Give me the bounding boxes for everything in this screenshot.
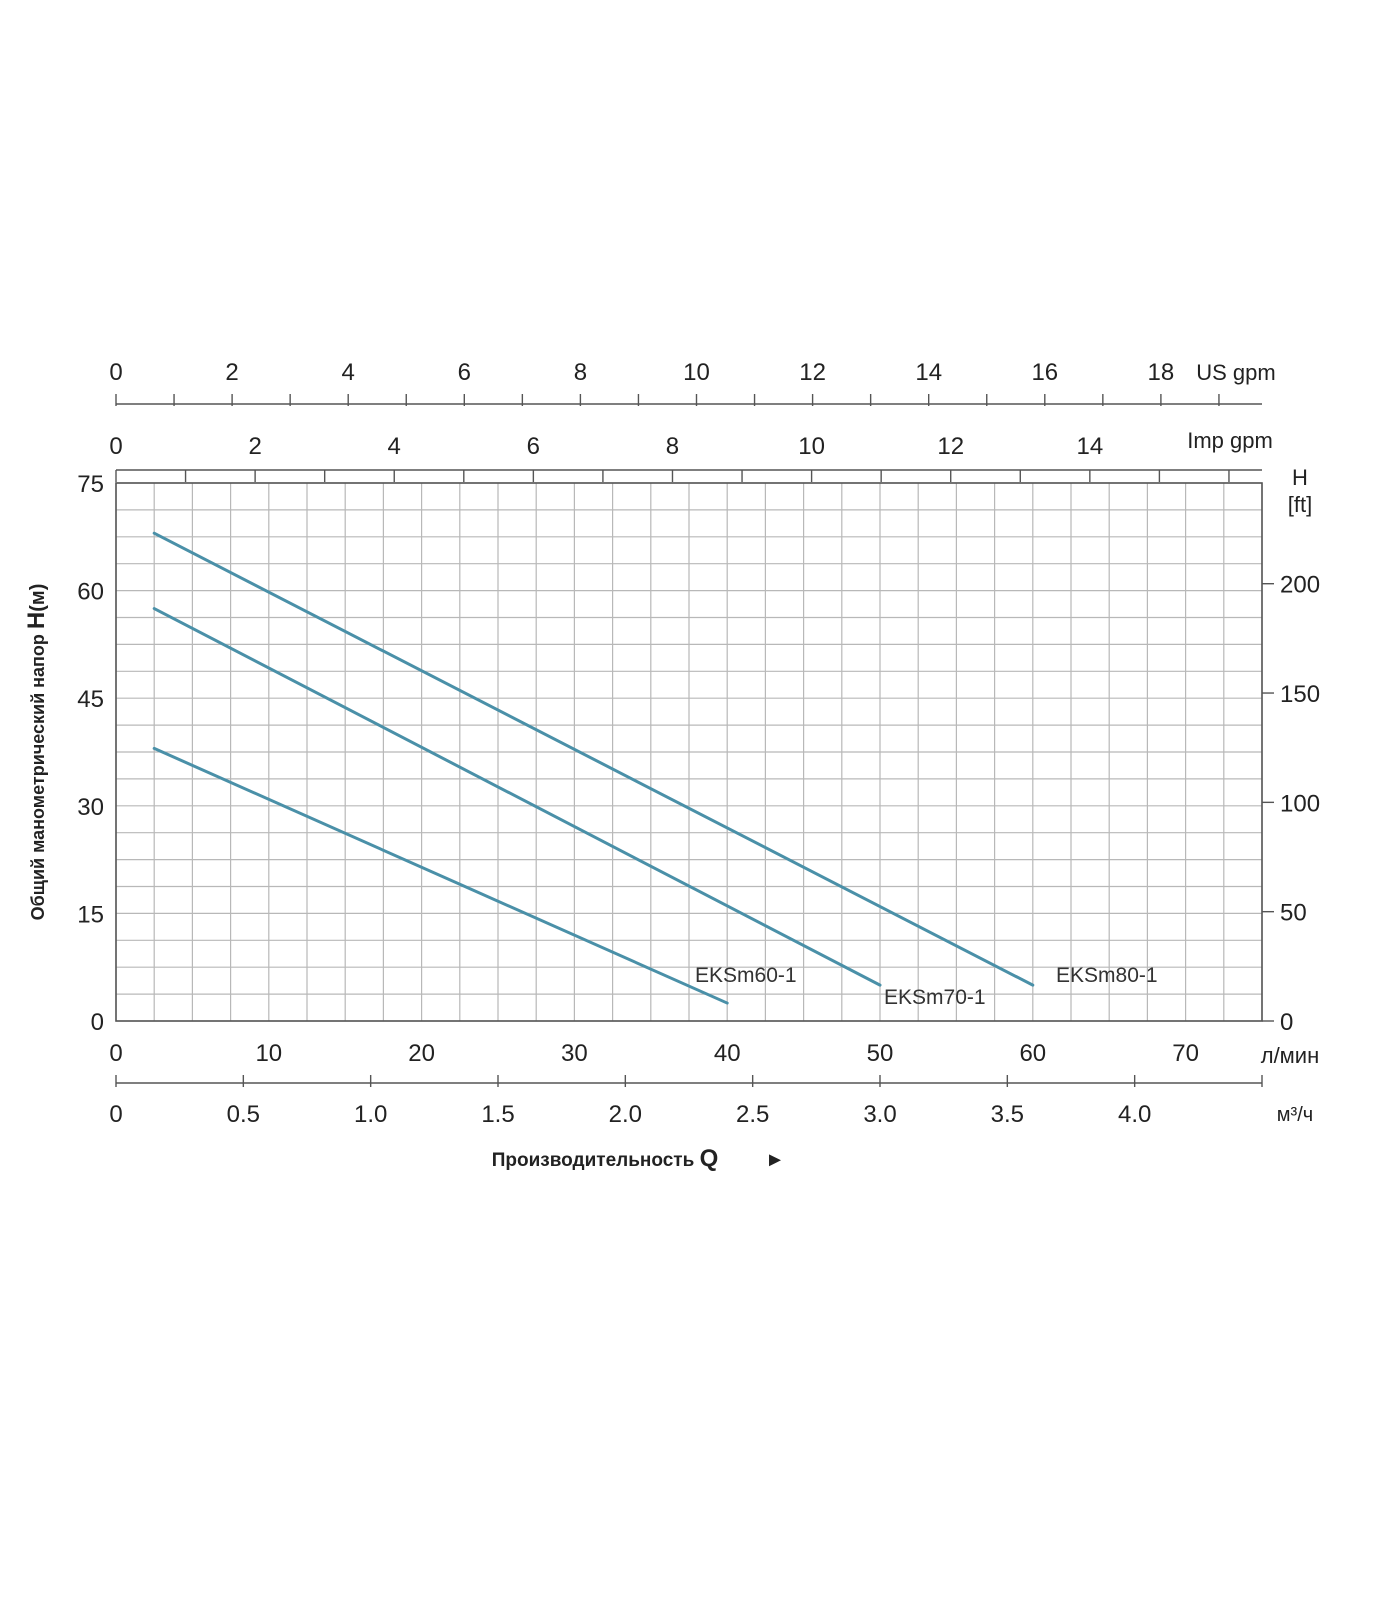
x-top1-tick-label: 18 (1148, 359, 1175, 386)
x-top2-tick-label: 14 (1076, 433, 1103, 460)
y-right-tick-label: 50 (1280, 900, 1307, 927)
x-top1-tick-label: 4 (342, 359, 355, 386)
y-left-tick-label: 60 (77, 579, 104, 606)
x-top2-tick-label: 6 (527, 433, 540, 460)
x-bottom2-tick-label: 1.0 (354, 1101, 387, 1128)
x-top1-tick-label: 0 (109, 359, 122, 386)
y-left-axis-title: Общий манометрический напор H(м) (23, 584, 50, 921)
x-top1-unit: US gpm (1196, 360, 1275, 385)
x-bottom2-unit: м³/ч (1277, 1104, 1313, 1126)
x-bottom2-tick-label: 0.5 (227, 1101, 260, 1128)
x-bottom2-tick-label: 3.5 (991, 1101, 1024, 1128)
series-labels: EKSm60-1 EKSm70-1 EKSm80-1 (695, 964, 1158, 1009)
x-top2-tick-label: 12 (937, 433, 964, 460)
x-bottom2-tick-label: 2.0 (609, 1101, 642, 1128)
x-bottom-tick-label: 60 (1019, 1040, 1046, 1067)
x-bottom-tick-label: 0 (109, 1040, 122, 1067)
grid (115, 482, 1263, 1022)
x-bottom-tick-label: 70 (1172, 1040, 1199, 1067)
x-top1-tick-label: 14 (915, 359, 942, 386)
y-right-tick-label: 0 (1280, 1009, 1293, 1036)
series-label: EKSm80-1 (1056, 964, 1158, 987)
series-line-EKSm80-1 (152, 531, 1035, 987)
plot-frame (115, 482, 1263, 1022)
y-left-tick-label: 75 (77, 471, 104, 498)
x-bottom2-tick-label: 1.5 (481, 1101, 514, 1128)
x-top2-tick-label: 2 (248, 433, 261, 460)
x-title-text: Производительность (492, 1150, 700, 1171)
y-right-tick-label: 100 (1280, 790, 1320, 817)
y-right-axis-unit: [ft] (1288, 492, 1312, 517)
x-bottom-tick-label: 20 (408, 1040, 435, 1067)
x-bottom-tick-label: 40 (714, 1040, 741, 1067)
series-label: EKSm60-1 (695, 964, 797, 987)
x-top1-tick-label: 8 (574, 359, 587, 386)
y-right-tick-label: 150 (1280, 681, 1320, 708)
x-bottom-unit: л/мин (1261, 1043, 1320, 1068)
series-line-EKSm60-1 (152, 746, 729, 1005)
x-top2-tick-label: 10 (798, 433, 825, 460)
x-bottom2-tick-label: 4.0 (1118, 1101, 1151, 1128)
y-left-tick-label: 45 (77, 686, 104, 713)
x-title-symbol: Q (700, 1145, 719, 1172)
x-top2-tick-label: 4 (388, 433, 401, 460)
x-title-arrow: ► (765, 1149, 785, 1171)
y-left-title-unit: (м) (27, 584, 49, 612)
x-bottom-tick-label: 50 (867, 1040, 894, 1067)
y-left-title-text: Общий манометрический напор (28, 629, 48, 920)
x-bottom2-tick-label: 0 (109, 1101, 122, 1128)
x-top1-tick-label: 12 (799, 359, 826, 386)
y-left-tick-label: 15 (77, 901, 104, 928)
x-bottom2-tick-label: 3.0 (863, 1101, 896, 1128)
x-top2-tick-label: 0 (109, 433, 122, 460)
x-top1-tick-label: 2 (225, 359, 238, 386)
y-left-tick-label: 0 (91, 1009, 104, 1036)
x-bottom2-tick-label: 2.5 (736, 1101, 769, 1128)
series-lines (152, 531, 1035, 1005)
x-top1-tick-label: 10 (683, 359, 710, 386)
series-line-EKSm70-1 (152, 607, 882, 987)
x-top1-tick-label: 16 (1031, 359, 1058, 386)
x-top1-tick-label: 6 (458, 359, 471, 386)
x-top2-tick-label: 8 (666, 433, 679, 460)
y-left-tick-label: 30 (77, 794, 104, 821)
series-label: EKSm70-1 (884, 986, 986, 1009)
axes (115, 394, 1274, 1087)
x-bottom-tick-label: 30 (561, 1040, 588, 1067)
x-axis-title: Производительность Q (492, 1145, 718, 1172)
x-top2-unit: Imp gpm (1187, 428, 1273, 453)
x-bottom-tick-label: 10 (255, 1040, 282, 1067)
y-right-axis-title: H (1292, 465, 1308, 490)
y-left-title-symbol: H (23, 612, 50, 629)
y-right-tick-label: 200 (1280, 572, 1320, 599)
